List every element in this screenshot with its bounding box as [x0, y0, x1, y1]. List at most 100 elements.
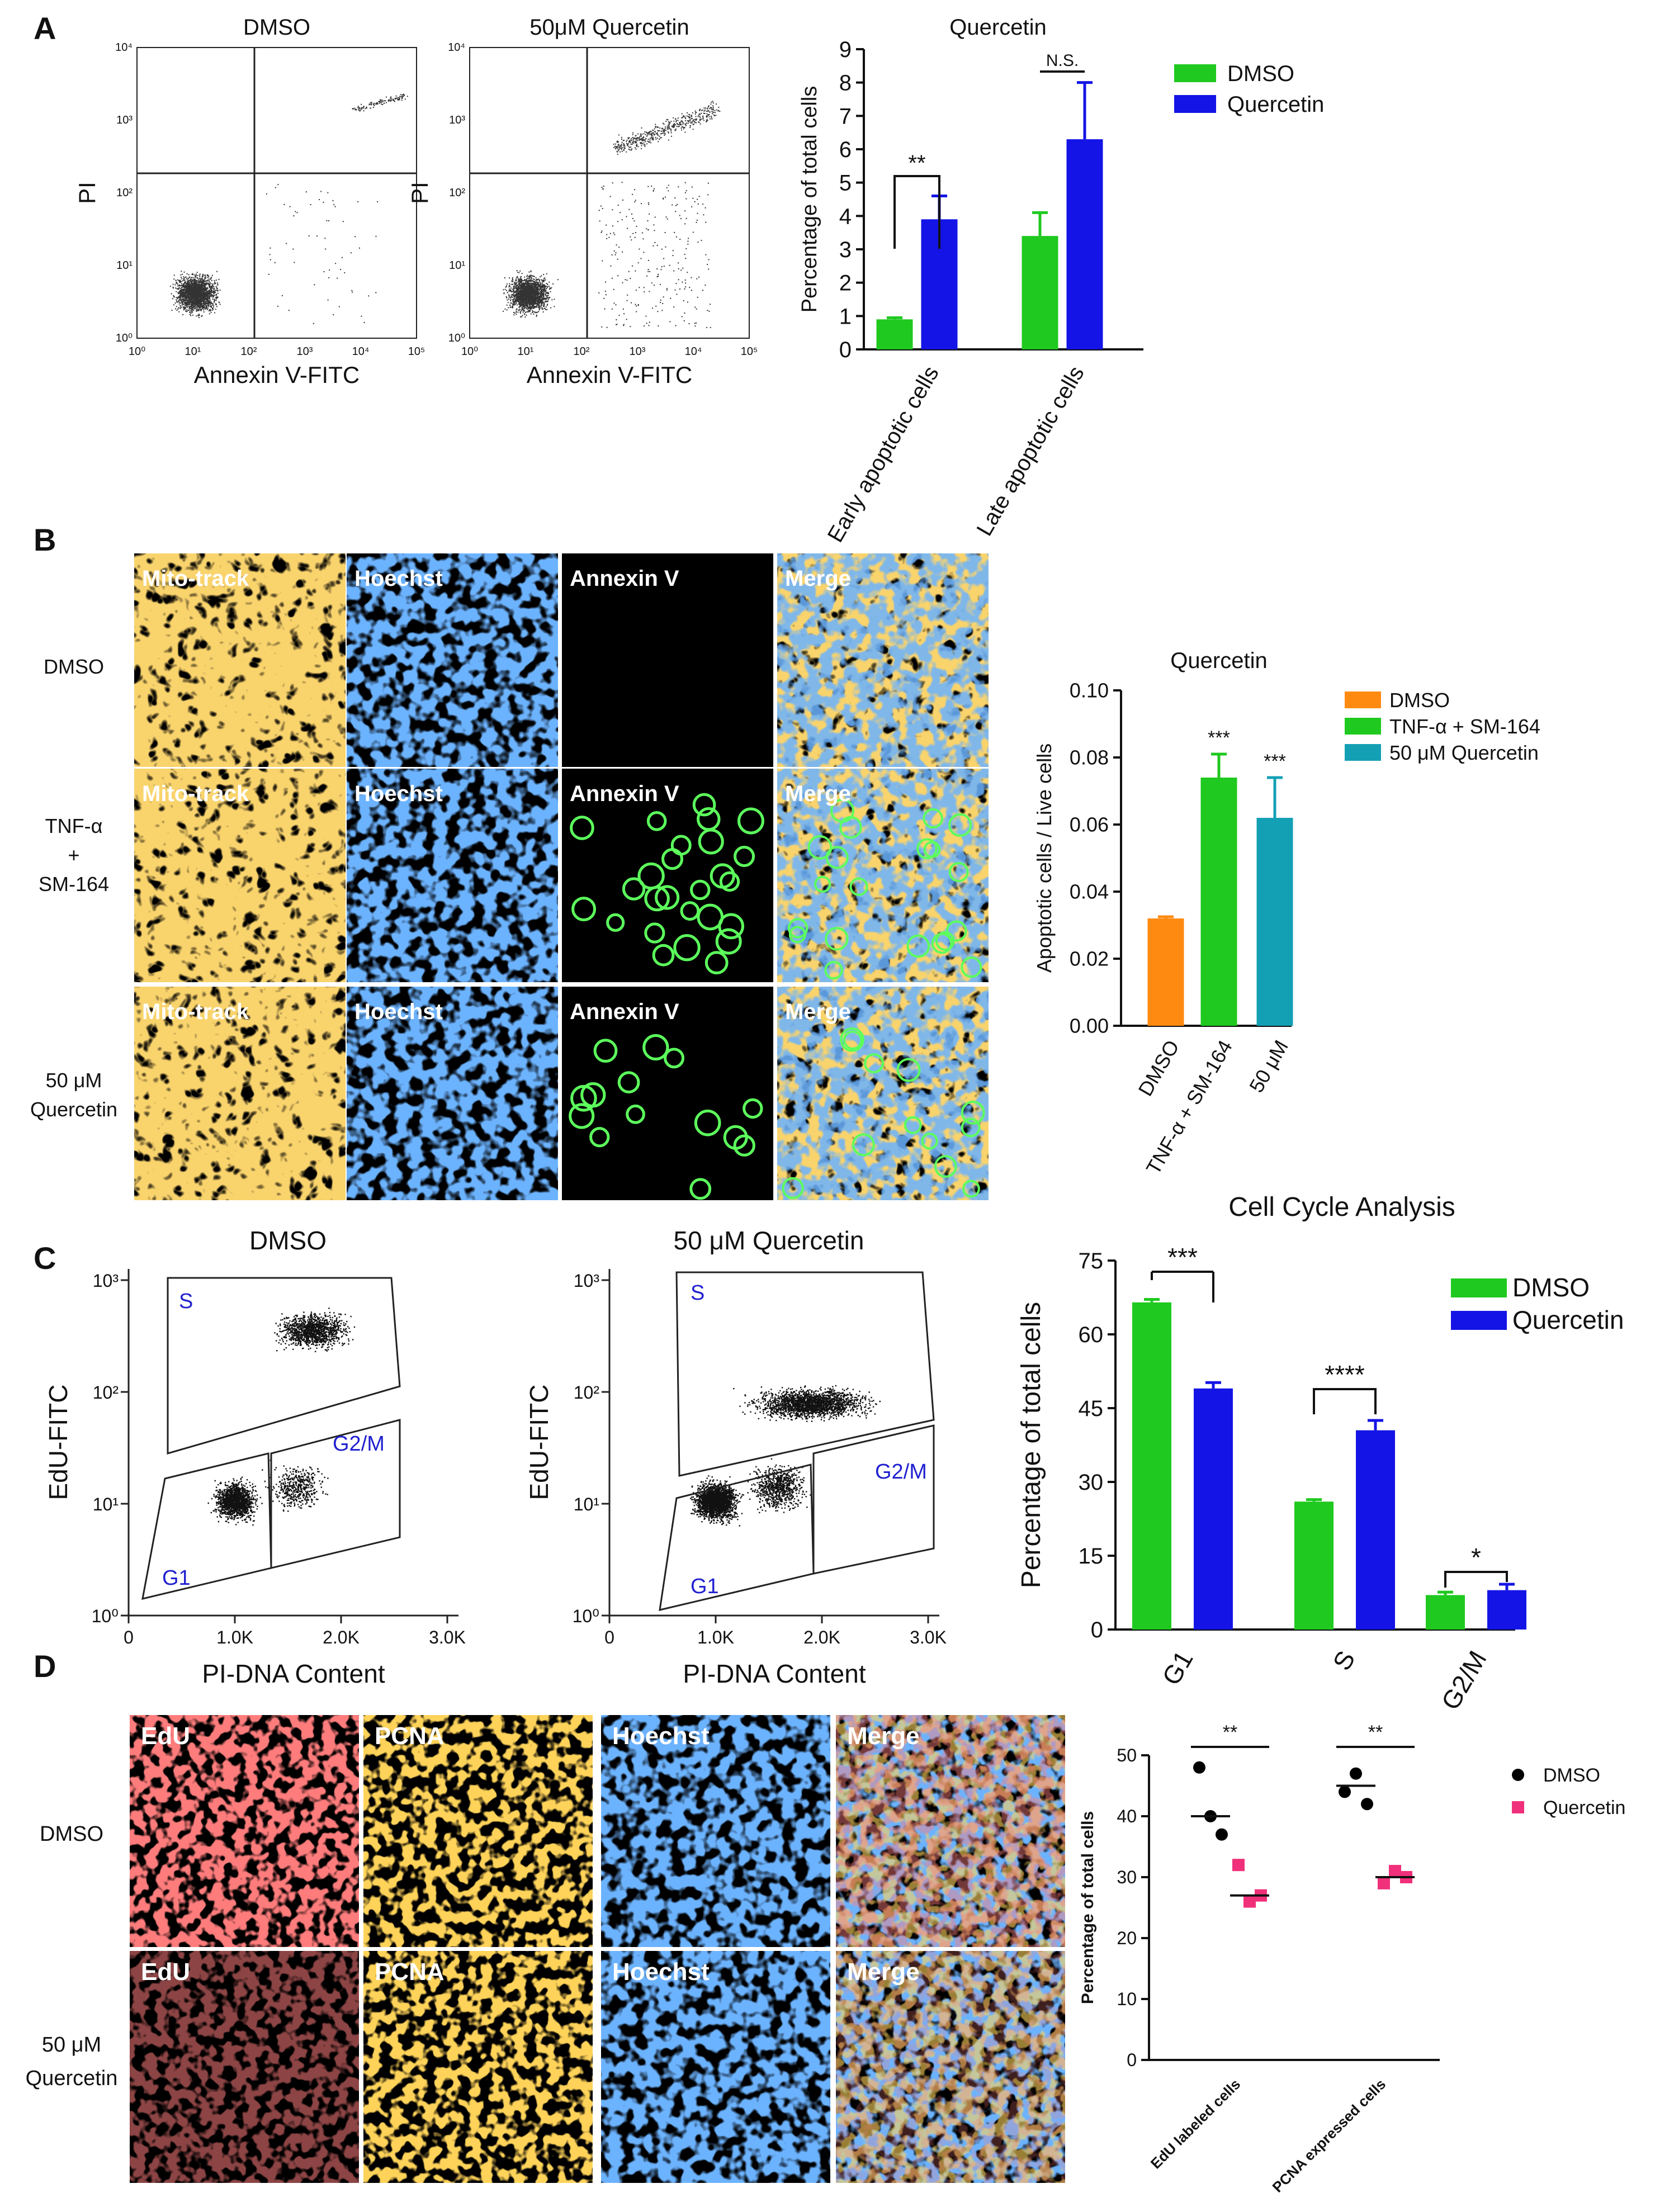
significance-g2m: * — [1471, 1543, 1481, 1572]
merge-hoechst — [777, 553, 989, 767]
y-tick-label: 1 — [839, 304, 852, 329]
bar-quercetin — [1194, 1388, 1233, 1630]
flow-c-title: DMSO — [249, 1226, 327, 1255]
flow-x-label: PI-DNA Content — [683, 1659, 866, 1688]
annexin-positive-cell — [962, 1180, 980, 1198]
legend-label: 50 μM Quercetin — [1389, 741, 1539, 764]
chart-a-title: Quercetin — [949, 15, 1046, 40]
category-label: G1 — [1156, 1646, 1199, 1690]
micrograph-annexin-v — [562, 553, 773, 767]
flow-plot-frame — [136, 47, 417, 339]
annexin-positive-cell — [737, 807, 764, 835]
flow-tick-x: 1.0K — [697, 1627, 734, 1647]
annexin-positive-cell — [733, 1134, 755, 1157]
category-label: Late apoptotic cells — [972, 362, 1089, 541]
annexin-positive-cell — [617, 1071, 640, 1093]
flow-tick-y: 10⁴ — [448, 41, 465, 54]
y-tick-label: 40 — [1117, 1806, 1137, 1826]
flow-tick-y: 10⁰ — [573, 1606, 599, 1626]
flow-tick-y: 10² — [574, 1382, 600, 1403]
annexin-positive-cell — [961, 956, 982, 978]
significance-bracket — [1444, 1571, 1508, 1588]
annexin-positive-cell — [788, 926, 806, 944]
annexin-positive-cell — [961, 1100, 985, 1125]
y-tick-label: 50 — [1117, 1745, 1137, 1765]
flow-tick-y: 10⁴ — [115, 41, 133, 54]
flow-tick-y: 10² — [93, 1382, 119, 1403]
flow-axes — [608, 1269, 939, 1617]
annexin-positive-cell — [570, 1084, 597, 1112]
flow-tick-x: 10¹ — [185, 345, 201, 358]
bar-dmso — [1132, 1302, 1171, 1630]
bar — [1256, 818, 1293, 1026]
flow-tick-x: 3.0K — [429, 1627, 466, 1647]
annexin-positive-cell — [637, 862, 665, 890]
category-label: DMSO — [1133, 1036, 1184, 1100]
annexin-positive-cell — [923, 841, 941, 858]
y-tick-label: 0.04 — [1070, 880, 1109, 903]
annexin-positive-cell — [652, 944, 675, 967]
y-tick-label: 0 — [1127, 2050, 1137, 2070]
chart-c-y-label: Percentage of total cells — [1016, 1302, 1046, 1588]
channel-label: Mito-track — [142, 566, 249, 591]
y-tick-label: 15 — [1079, 1544, 1104, 1569]
flow-tick-x: 0 — [124, 1627, 134, 1647]
micrograph-hoechst — [347, 769, 558, 982]
hoechst-texture — [347, 553, 558, 767]
annexin-positive-cell — [646, 811, 667, 831]
flow-dots — [207, 1308, 356, 1526]
legend-swatch — [1345, 744, 1381, 761]
y-tick-label: 0.08 — [1070, 746, 1109, 769]
channel-label: PCNA — [375, 1958, 445, 1986]
annexin-positive-cell — [948, 813, 972, 837]
flow-tick-y: 10³ — [93, 1271, 119, 1291]
chart-d-y-label: Percentage of total cells — [1079, 1811, 1097, 2004]
channel-label: Mito-track — [142, 1000, 249, 1024]
flow-dots — [690, 1385, 881, 1527]
channel-label: Merge — [785, 781, 851, 806]
bar — [1147, 918, 1184, 1026]
channel-label: EdU — [141, 1958, 190, 1986]
category-label: 50 μM — [1245, 1036, 1293, 1097]
micrograph-pcna — [363, 1715, 593, 1947]
annexin-positive-cell — [814, 875, 831, 893]
annexin-positive-cell — [704, 951, 729, 975]
annexin-positive-cell — [935, 931, 955, 951]
flow-dots — [503, 101, 721, 328]
chart-b-y-label: Apoptotic cells / Live cells — [1033, 743, 1056, 973]
flow-tick-x: 10² — [241, 345, 257, 358]
channel-label: Hoechst — [354, 1000, 443, 1024]
flow-y-label: EdU-FITC — [44, 1385, 73, 1500]
dot-dmso — [1350, 1767, 1362, 1780]
y-tick-label: 0.10 — [1070, 679, 1109, 702]
flow-tick-x: 10⁰ — [129, 345, 145, 358]
annexin-positive-cell — [719, 871, 740, 892]
row-label: 50 μM Quercetin — [26, 2033, 118, 2090]
flow-tick-x: 10² — [574, 345, 590, 358]
annexin-positive-cell — [606, 913, 625, 932]
annexin-positive-cell — [622, 877, 646, 901]
category-label: S — [1327, 1646, 1360, 1675]
annexin-positive-cell — [664, 1048, 685, 1069]
annexin-positive-cell — [948, 862, 969, 882]
y-tick-label: 0.02 — [1070, 948, 1109, 970]
significance-early: ** — [908, 151, 925, 176]
annexin-positive-cell — [807, 835, 833, 860]
mito-texture — [134, 769, 346, 982]
annexin-positive-cell — [680, 901, 700, 921]
micrograph-mito-track — [134, 769, 346, 982]
gate — [141, 1452, 272, 1600]
channel-label: Merge — [785, 566, 851, 591]
channel-label: Merge — [785, 1000, 851, 1024]
micrograph-merge — [777, 987, 989, 1200]
legend-label: DMSO — [1389, 689, 1450, 712]
row-label: 50 μM Quercetin — [30, 1069, 117, 1121]
micrograph-mito-track — [134, 987, 346, 1200]
y-tick-label: 30 — [1079, 1470, 1104, 1495]
y-tick-label: 0 — [839, 338, 852, 362]
bar-quercetin — [1487, 1590, 1526, 1630]
annexin-positive-cell — [787, 918, 808, 939]
row-label: DMSO — [44, 655, 104, 678]
annexin-positive-cell — [697, 807, 721, 831]
legend-swatch — [1345, 718, 1381, 735]
